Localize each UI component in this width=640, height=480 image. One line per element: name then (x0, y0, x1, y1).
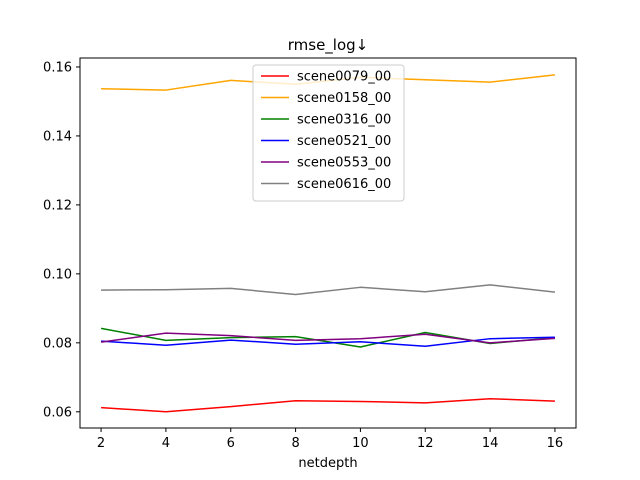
x-tick-label: 16 (547, 436, 564, 451)
y-tick-label: 0.06 (43, 405, 72, 420)
x-axis: 2 4 6 8 10 12 14 16 (97, 428, 563, 451)
y-tick-label: 0.14 (43, 129, 72, 144)
y-tick-label: 0.16 (43, 60, 72, 75)
x-tick-label: 8 (291, 436, 299, 451)
x-tick-label: 14 (482, 436, 499, 451)
series-line-scene0553_00 (100, 332, 555, 344)
x-tick-label: 4 (162, 436, 170, 451)
x-tick-label: 10 (352, 436, 369, 451)
legend-box (252, 64, 405, 202)
y-tick-label: 0.10 (43, 267, 72, 282)
legend: scene0079_00 scene0158_00 scene0316_00scen… (252, 64, 405, 202)
legend-label: scene0079_00 (297, 70, 391, 85)
series-line-scene0521_00 (101, 336, 555, 348)
series-line-scene0079_00 (101, 397, 555, 413)
legend-label: scene0553_00 (297, 156, 391, 171)
y-tick-label: 0.12 (43, 198, 72, 213)
x-tick-label: 12 (417, 436, 434, 451)
x-tick-label: 2 (97, 436, 105, 451)
y-tick-label: 0.08 (43, 336, 72, 351)
legend-label: scene0521_00 (297, 134, 391, 149)
legend-label: scene0616_00 (297, 177, 391, 192)
x-axis-title: netdepth (298, 456, 357, 471)
legend-label: scene0158_00 (297, 91, 391, 106)
y-axis: 0.06 0.08 0.10 0.12 0.14 0.16 (43, 60, 80, 420)
plot-frame (79, 57, 577, 429)
series-line-scene0316_00 (100, 327, 555, 348)
chart-title: rmse_log↓ (288, 36, 369, 55)
legend-label: scene0316_00 (297, 113, 391, 128)
series-line-scene0616_00 (101, 284, 556, 296)
x-tick-label: 6 (227, 436, 235, 451)
series-layer (100, 74, 556, 413)
